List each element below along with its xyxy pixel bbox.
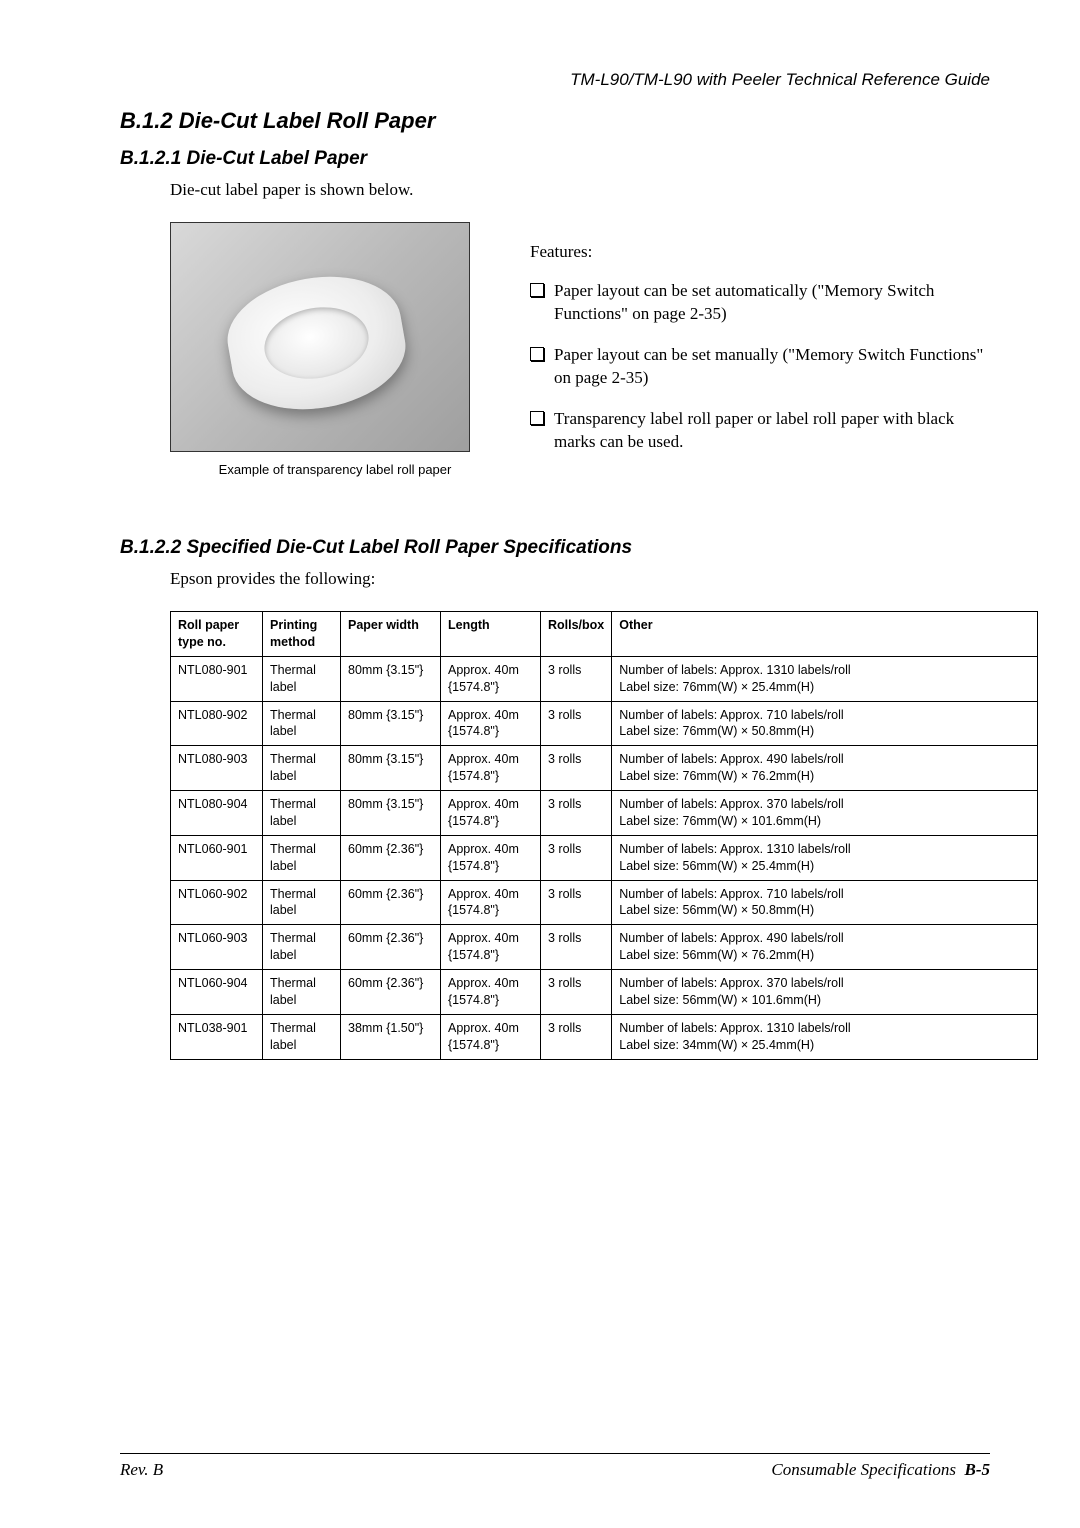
table-cell: Approx. 40m {1574.8"} bbox=[441, 970, 541, 1015]
table-cell: Number of labels: Approx. 1310 labels/ro… bbox=[612, 656, 1038, 701]
table-cell: 80mm {3.15"} bbox=[341, 656, 441, 701]
table-cell: Thermal label bbox=[263, 880, 341, 925]
col-header: Printing method bbox=[263, 612, 341, 657]
table-cell: 3 rolls bbox=[541, 970, 612, 1015]
table-cell: Approx. 40m {1574.8"} bbox=[441, 791, 541, 836]
table-cell: Number of labels: Approx. 490 labels/rol… bbox=[612, 925, 1038, 970]
features-heading: Features: bbox=[530, 242, 990, 262]
table-cell: 80mm {3.15"} bbox=[341, 701, 441, 746]
page-footer: Rev. B Consumable Specifications B-5 bbox=[120, 1453, 990, 1480]
col-header: Paper width bbox=[341, 612, 441, 657]
feature-text: Paper layout can be set automatically ("… bbox=[554, 280, 990, 326]
table-cell: Approx. 40m {1574.8"} bbox=[441, 701, 541, 746]
table-cell: Thermal label bbox=[263, 1014, 341, 1059]
table-cell: Number of labels: Approx. 710 labels/rol… bbox=[612, 880, 1038, 925]
table-cell: 3 rolls bbox=[541, 746, 612, 791]
table-cell: Thermal label bbox=[263, 656, 341, 701]
table-cell: 3 rolls bbox=[541, 925, 612, 970]
footer-page-number: B-5 bbox=[965, 1460, 991, 1479]
table-cell: NTL060-901 bbox=[171, 835, 263, 880]
table-cell: NTL060-902 bbox=[171, 880, 263, 925]
table-cell: Thermal label bbox=[263, 701, 341, 746]
table-header-row: Roll paper type no. Printing method Pape… bbox=[171, 612, 1038, 657]
table-cell: NTL080-901 bbox=[171, 656, 263, 701]
feature-text: Transparency label roll paper or label r… bbox=[554, 408, 990, 454]
col-header: Other bbox=[612, 612, 1038, 657]
table-cell: 3 rolls bbox=[541, 880, 612, 925]
bullet-box-icon bbox=[530, 411, 544, 425]
footer-section-page: Consumable Specifications B-5 bbox=[771, 1460, 990, 1480]
heading-b122: B.1.2.2 Specified Die-Cut Label Roll Pap… bbox=[120, 537, 990, 559]
table-cell: NTL060-903 bbox=[171, 925, 263, 970]
table-cell: Approx. 40m {1574.8"} bbox=[441, 656, 541, 701]
table-cell: Number of labels: Approx. 370 labels/rol… bbox=[612, 791, 1038, 836]
table-cell: Thermal label bbox=[263, 925, 341, 970]
col-header: Roll paper type no. bbox=[171, 612, 263, 657]
table-cell: Number of labels: Approx. 370 labels/rol… bbox=[612, 970, 1038, 1015]
heading-b12: B.1.2 Die-Cut Label Roll Paper bbox=[120, 108, 990, 134]
label-roll-image bbox=[170, 222, 470, 452]
table-cell: NTL080-902 bbox=[171, 701, 263, 746]
table-row: NTL080-903Thermal label80mm {3.15"}Appro… bbox=[171, 746, 1038, 791]
table-row: NTL060-901Thermal label60mm {2.36"}Appro… bbox=[171, 835, 1038, 880]
table-cell: Approx. 40m {1574.8"} bbox=[441, 925, 541, 970]
table-cell: Number of labels: Approx. 710 labels/rol… bbox=[612, 701, 1038, 746]
feature-bullet: Paper layout can be set automatically ("… bbox=[530, 280, 990, 326]
table-cell: NTL038-901 bbox=[171, 1014, 263, 1059]
table-cell: 3 rolls bbox=[541, 1014, 612, 1059]
col-header: Rolls/box bbox=[541, 612, 612, 657]
table-cell: 3 rolls bbox=[541, 791, 612, 836]
table-cell: 38mm {1.50"} bbox=[341, 1014, 441, 1059]
table-cell: 60mm {2.36"} bbox=[341, 880, 441, 925]
bullet-box-icon bbox=[530, 283, 544, 297]
intro-text-a: Die-cut label paper is shown below. bbox=[170, 180, 990, 200]
table-row: NTL080-902Thermal label80mm {3.15"}Appro… bbox=[171, 701, 1038, 746]
table-row: NTL080-904Thermal label80mm {3.15"}Appro… bbox=[171, 791, 1038, 836]
table-cell: 60mm {2.36"} bbox=[341, 835, 441, 880]
feature-text: Paper layout can be set manually ("Memor… bbox=[554, 344, 990, 390]
table-cell: Thermal label bbox=[263, 835, 341, 880]
table-row: NTL038-901Thermal label38mm {1.50"}Appro… bbox=[171, 1014, 1038, 1059]
table-cell: Number of labels: Approx. 490 labels/rol… bbox=[612, 746, 1038, 791]
table-cell: Thermal label bbox=[263, 970, 341, 1015]
table-cell: Approx. 40m {1574.8"} bbox=[441, 746, 541, 791]
table-cell: 60mm {2.36"} bbox=[341, 925, 441, 970]
table-cell: NTL080-904 bbox=[171, 791, 263, 836]
table-cell: Number of labels: Approx. 1310 labels/ro… bbox=[612, 1014, 1038, 1059]
table-cell: 3 rolls bbox=[541, 656, 612, 701]
table-row: NTL060-903Thermal label60mm {2.36"}Appro… bbox=[171, 925, 1038, 970]
table-row: NTL080-901Thermal label80mm {3.15"}Appro… bbox=[171, 656, 1038, 701]
table-cell: Approx. 40m {1574.8"} bbox=[441, 835, 541, 880]
feature-bullet: Paper layout can be set manually ("Memor… bbox=[530, 344, 990, 390]
intro-text-b: Epson provides the following: bbox=[170, 569, 990, 589]
table-cell: Thermal label bbox=[263, 746, 341, 791]
image-caption: Example of transparency label roll paper bbox=[170, 462, 500, 477]
table-cell: NTL060-904 bbox=[171, 970, 263, 1015]
col-header: Length bbox=[441, 612, 541, 657]
table-cell: Approx. 40m {1574.8"} bbox=[441, 880, 541, 925]
spec-table: Roll paper type no. Printing method Pape… bbox=[170, 611, 1038, 1060]
table-row: NTL060-902Thermal label60mm {2.36"}Appro… bbox=[171, 880, 1038, 925]
bullet-box-icon bbox=[530, 347, 544, 361]
table-cell: 80mm {3.15"} bbox=[341, 746, 441, 791]
feature-bullet: Transparency label roll paper or label r… bbox=[530, 408, 990, 454]
heading-b121: B.1.2.1 Die-Cut Label Paper bbox=[120, 148, 990, 170]
table-cell: 3 rolls bbox=[541, 701, 612, 746]
table-cell: Thermal label bbox=[263, 791, 341, 836]
table-cell: Number of labels: Approx. 1310 labels/ro… bbox=[612, 835, 1038, 880]
table-cell: NTL080-903 bbox=[171, 746, 263, 791]
table-cell: 60mm {2.36"} bbox=[341, 970, 441, 1015]
table-row: NTL060-904Thermal label60mm {2.36"}Appro… bbox=[171, 970, 1038, 1015]
footer-section-text: Consumable Specifications bbox=[771, 1460, 956, 1479]
table-cell: 80mm {3.15"} bbox=[341, 791, 441, 836]
footer-rev: Rev. B bbox=[120, 1460, 163, 1480]
document-title-header: TM-L90/TM-L90 with Peeler Technical Refe… bbox=[120, 70, 990, 90]
table-cell: 3 rolls bbox=[541, 835, 612, 880]
table-cell: Approx. 40m {1574.8"} bbox=[441, 1014, 541, 1059]
